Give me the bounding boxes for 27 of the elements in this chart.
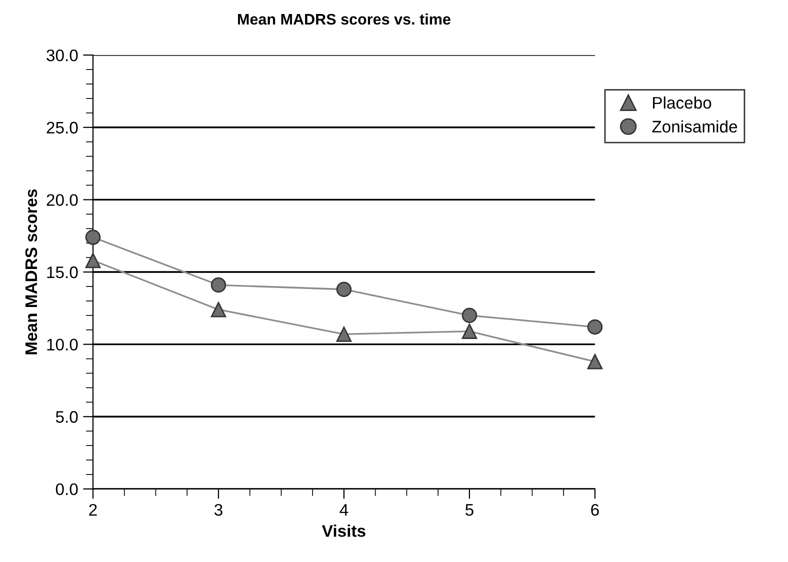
x-tick-label: 3 bbox=[214, 504, 222, 516]
chart-title: Mean MADRS scores vs. time bbox=[238, 13, 450, 25]
x-tick-label: 6 bbox=[591, 504, 599, 516]
y-tick-label: 30.0 bbox=[46, 49, 78, 62]
legend-label: Zonisamide bbox=[652, 120, 738, 133]
y-axis-title: Mean MADRS scores bbox=[25, 189, 38, 354]
y-tick-label: 15.0 bbox=[47, 266, 78, 278]
point bbox=[336, 326, 352, 342]
point bbox=[587, 354, 603, 370]
x-axis-title: Visits bbox=[322, 524, 366, 537]
y-tick-label: 20.0 bbox=[46, 194, 78, 206]
point bbox=[85, 252, 101, 268]
point bbox=[462, 324, 478, 339]
x-tick-label: 5 bbox=[465, 504, 474, 516]
point bbox=[462, 308, 478, 324]
point bbox=[336, 282, 352, 297]
point bbox=[85, 230, 101, 245]
point bbox=[210, 277, 226, 293]
x-tick-label: 2 bbox=[89, 504, 97, 516]
x-tick-label: 4 bbox=[340, 504, 348, 516]
legend-label: Placebo bbox=[653, 96, 712, 109]
y-tick-label: 25.0 bbox=[46, 122, 78, 134]
y-tick-label: 0.0 bbox=[56, 483, 78, 496]
point bbox=[210, 302, 226, 318]
y-tick-label: 5.0 bbox=[56, 411, 78, 423]
y-tick-label: 10.0 bbox=[47, 338, 78, 351]
point bbox=[587, 319, 603, 335]
